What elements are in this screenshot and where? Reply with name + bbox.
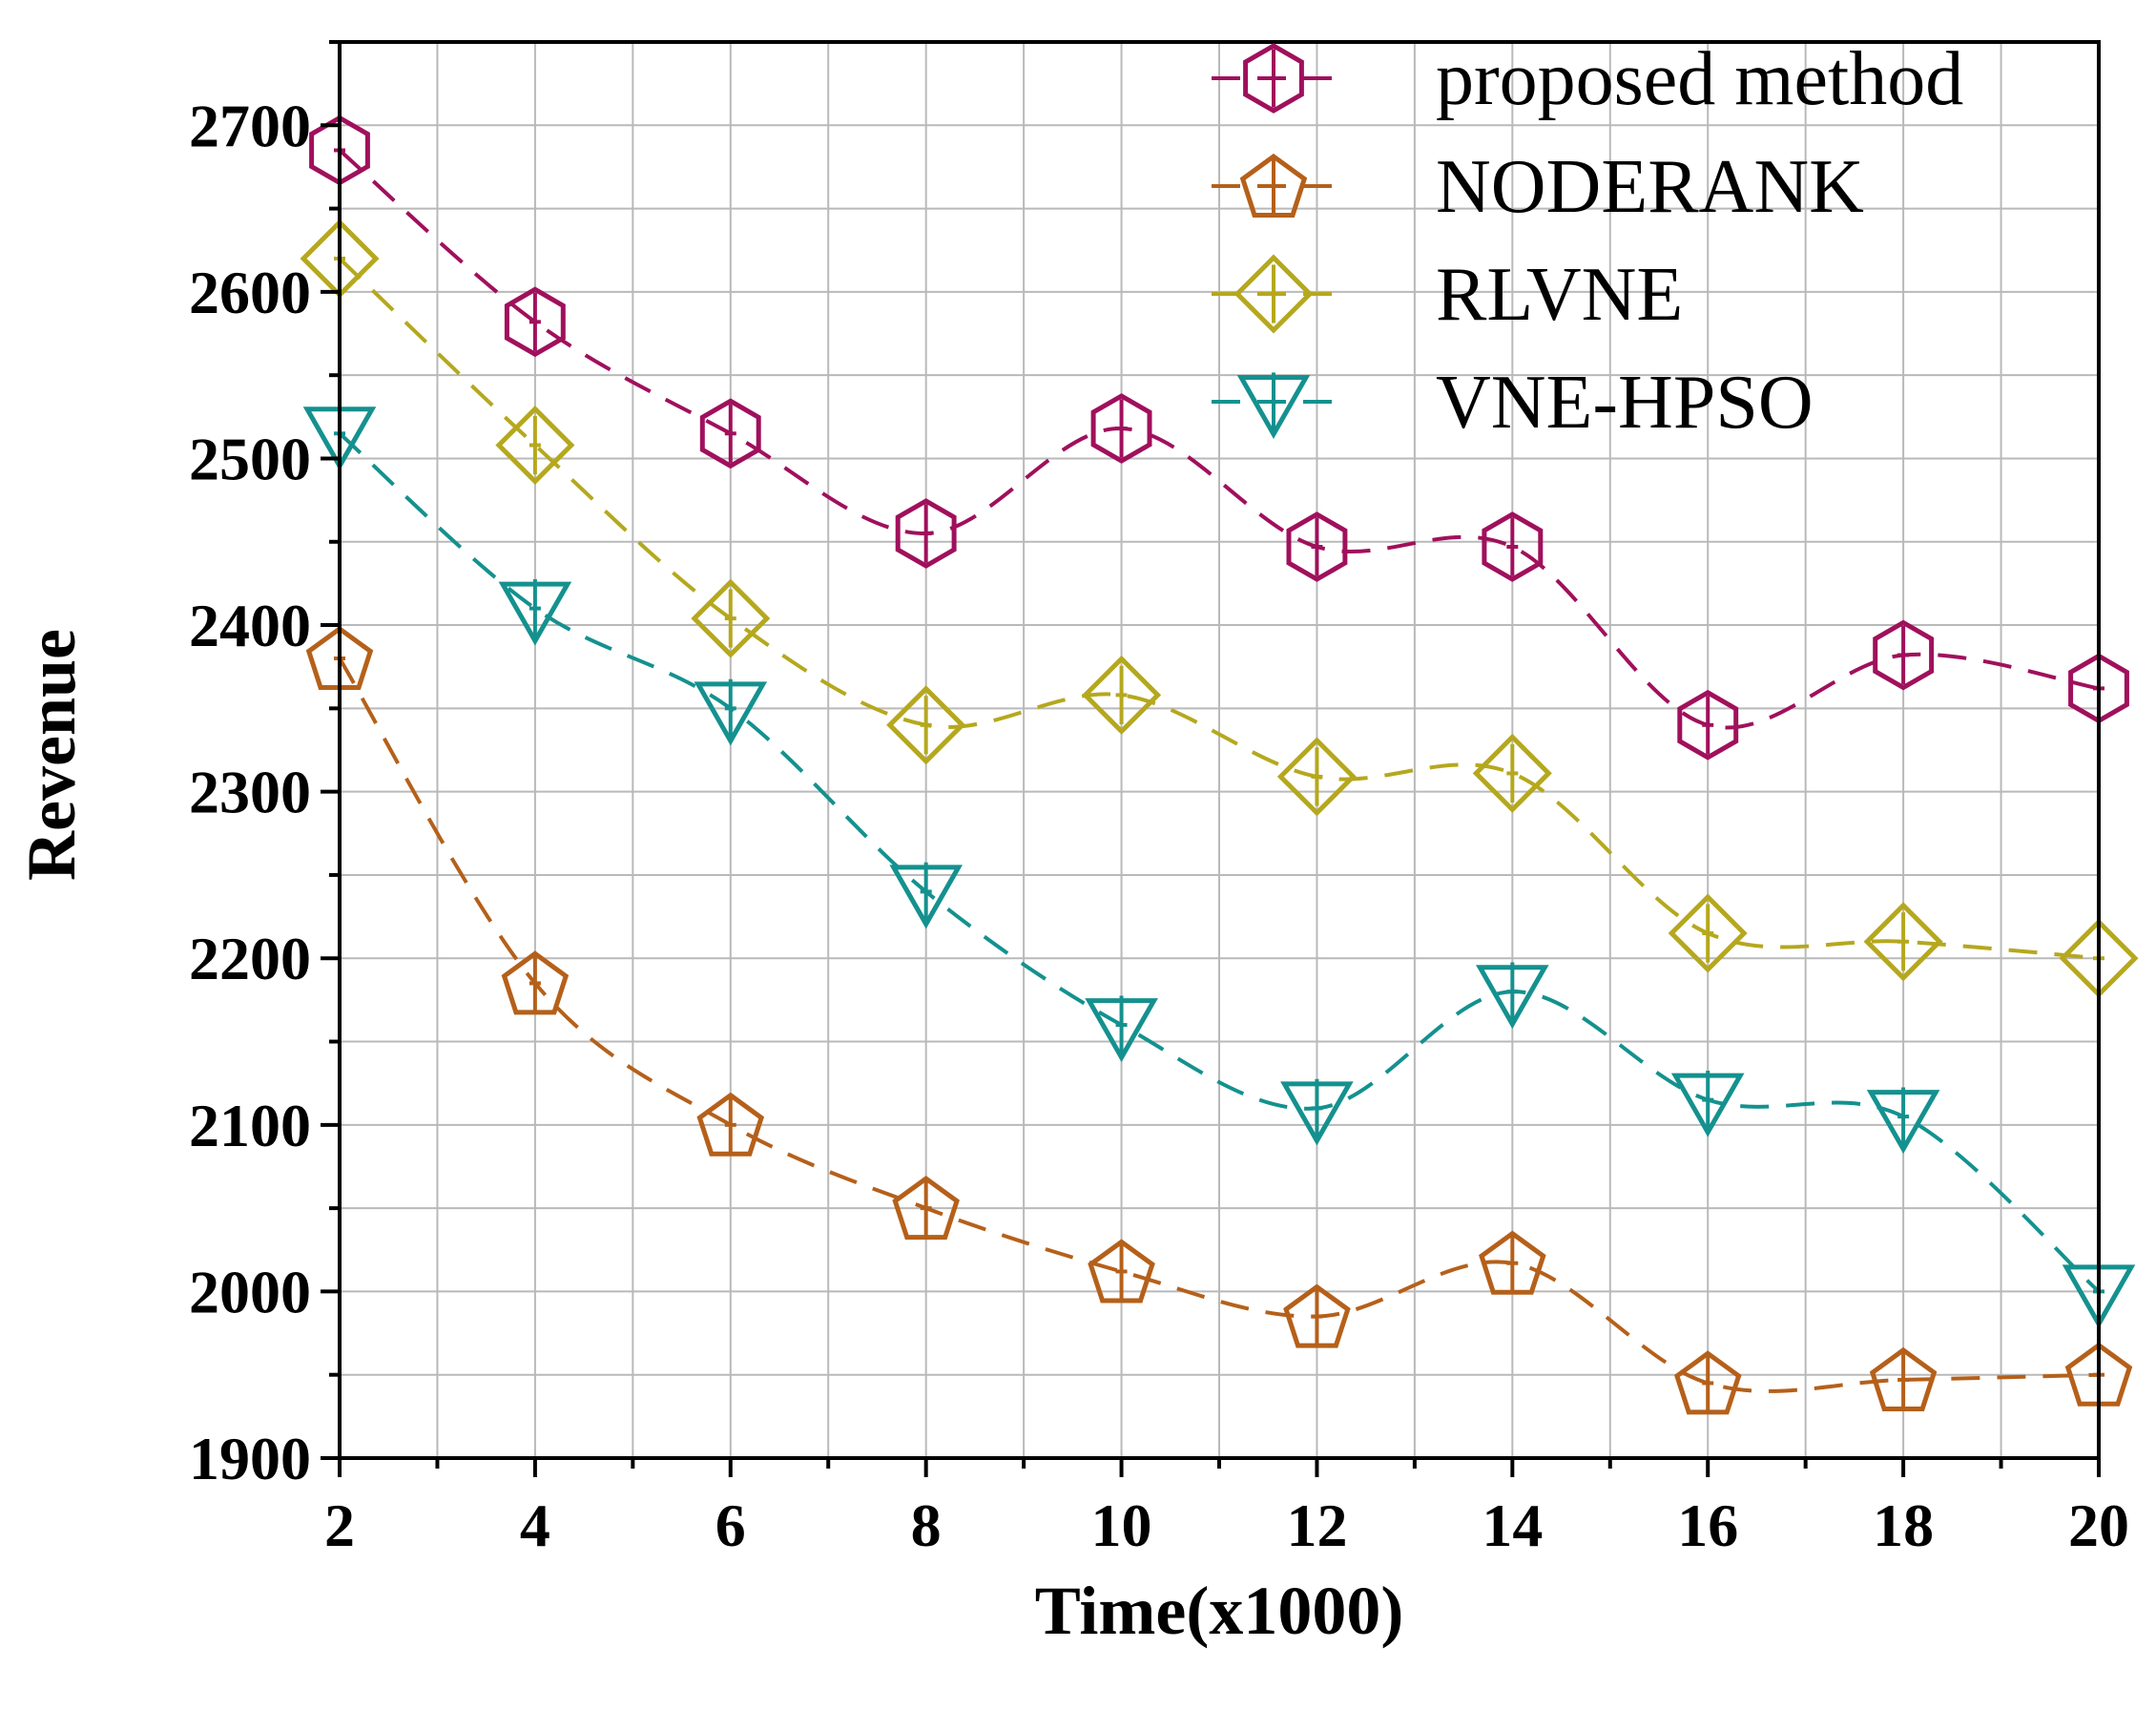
legend-label-rlvne: RLVNE (1436, 253, 1683, 337)
legend-item-vne-hpso: VNE-HPSO (1212, 361, 1814, 445)
data-point-rlvne (495, 405, 575, 486)
x-tick-label: 8 (911, 1491, 942, 1559)
y-tick-label: 2500 (189, 425, 311, 492)
x-tick-label: 2 (324, 1491, 355, 1559)
data-point-rlvne-shape (495, 405, 575, 486)
data-point-vne-hpso (889, 862, 964, 929)
ticks: 2 4 6 8 10 12 14 16 18 20 1900 2000 2100 2200 2300 2400… (189, 40, 2129, 1559)
grid (339, 41, 2100, 1459)
x-tick-label: 6 (715, 1491, 746, 1559)
legend-marker-proposed-method-shape (1243, 43, 1304, 114)
y-tick-label: 1900 (189, 1425, 311, 1492)
series-line-noderank (338, 657, 2100, 1393)
x-axis-title: Time(x1000) (1035, 1573, 1404, 1649)
data-point-proposed-method-shape (504, 286, 566, 358)
x-tick-label: 12 (1286, 1491, 1347, 1559)
data-point-rlvne-shape (691, 578, 771, 658)
data-point-proposed-method (1090, 393, 1152, 464)
legend: proposed method NODERANK RLVNE VNE-HPSO (1212, 37, 1963, 445)
data-point-proposed-method (1677, 689, 1739, 761)
y-tick-label: 2400 (189, 592, 311, 659)
data-point-vne-hpso (498, 579, 572, 646)
data-point-rlvne-shape (1472, 733, 1552, 813)
x-tick-label: 16 (1677, 1491, 1738, 1559)
data-point-vne-hpso (694, 678, 768, 746)
series-vne-hpso (302, 404, 2136, 1329)
data-point-rlvne (1276, 737, 1357, 817)
data-point-proposed-method-shape (1677, 689, 1739, 761)
data-point-rlvne (1668, 893, 1748, 973)
data-point-rlvne (886, 685, 966, 765)
legend-item-proposed-method: proposed method (1212, 37, 1963, 121)
data-point-vne-hpso (1866, 1087, 1940, 1155)
x-tick-label: 18 (1873, 1491, 1934, 1559)
data-point-noderank (1088, 1239, 1155, 1303)
data-point-rlvne (1863, 902, 1943, 982)
data-point-proposed-method (504, 286, 566, 358)
data-point-rlvne-shape (886, 685, 966, 765)
y-tick-label: 2700 (189, 92, 311, 159)
legend-marker-noderank (1239, 153, 1308, 218)
x-tick-label: 4 (520, 1491, 550, 1559)
y-tick-label: 2200 (189, 925, 311, 992)
data-point-noderank (1673, 1350, 1742, 1415)
data-point-rlvne (1082, 655, 1162, 735)
legend-item-rlvne: RLVNE (1212, 253, 1683, 337)
data-point-vne-hpso (1280, 1078, 1354, 1146)
series-line-rlvne (338, 257, 2100, 961)
data-point-vne-hpso (1085, 995, 1158, 1063)
data-point-noderank (892, 1176, 960, 1241)
data-point-proposed-method-shape (1090, 393, 1152, 464)
legend-label-vne-hpso: VNE-HPSO (1436, 361, 1814, 445)
data-point-noderank (1283, 1283, 1351, 1348)
y-tick-label: 2100 (189, 1092, 311, 1159)
data-point-rlvne-shape (1668, 893, 1748, 973)
data-point-rlvne-shape (1863, 902, 1943, 982)
y-tick-label: 2600 (189, 259, 311, 326)
data-point-noderank (696, 1092, 765, 1157)
data-point-rlvne-shape (1082, 655, 1162, 735)
legend-label-proposed-method: proposed method (1436, 37, 1963, 121)
data-point-proposed-method-shape (1286, 511, 1348, 582)
x-tick-label: 14 (1482, 1491, 1543, 1559)
data-point-proposed-method-shape (895, 498, 957, 569)
data-point-proposed-method (1873, 619, 1935, 691)
data-point-vne-hpso (1670, 1071, 1745, 1137)
data-point-proposed-method-shape (1873, 619, 1935, 691)
series-line-proposed-method (338, 148, 2100, 730)
data-point-noderank (1479, 1230, 1546, 1295)
y-axis-title: Revenue (13, 629, 90, 881)
x-tick-label: 10 (1091, 1491, 1152, 1559)
data-point-rlvne (1472, 733, 1552, 813)
y-tick-label: 2300 (189, 759, 311, 826)
data-point-proposed-method (1482, 511, 1544, 582)
data-point-proposed-method (699, 398, 761, 469)
data-point-proposed-method-shape (1482, 511, 1544, 582)
data-point-noderank (501, 950, 570, 1015)
legend-marker-proposed-method (1243, 43, 1304, 114)
data-point-vne-hpso (1475, 962, 1549, 1030)
data-point-noderank (1869, 1346, 1938, 1411)
x-tick-label: 20 (2068, 1491, 2129, 1559)
legend-marker-rlvne (1233, 254, 1314, 334)
series-rlvne (300, 219, 2139, 998)
data-point-proposed-method (895, 498, 957, 569)
legend-marker-vne-hpso (1236, 372, 1311, 440)
data-point-proposed-method-shape (699, 398, 761, 469)
y-tick-label: 2000 (189, 1258, 311, 1325)
data-point-proposed-method (1286, 511, 1348, 582)
legend-marker-rlvne-shape (1233, 254, 1314, 334)
data-point-rlvne-shape (1276, 737, 1357, 817)
data-point-rlvne (691, 578, 771, 658)
legend-item-noderank: NODERANK (1212, 145, 1864, 229)
series-line-vne-hpso (338, 431, 2101, 1293)
legend-label-noderank: NODERANK (1436, 145, 1864, 229)
